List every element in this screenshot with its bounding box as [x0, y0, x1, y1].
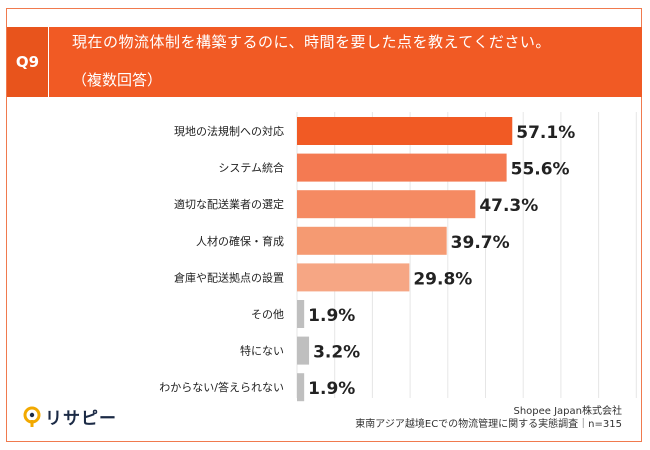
value-label: 1.9%: [308, 379, 355, 399]
category-label: 特にない: [240, 344, 284, 358]
value-label: 29.8%: [413, 269, 472, 289]
category-label: システム統合: [218, 161, 284, 175]
bar: [297, 373, 305, 402]
value-label: 57.1%: [516, 123, 575, 143]
category-label: その他: [251, 308, 284, 321]
search-magnifier-icon: [23, 406, 41, 427]
question-title-box: [49, 27, 642, 97]
logo: リサピー: [22, 404, 117, 429]
value-label: 47.3%: [479, 196, 538, 216]
category-label: わからない/答えられない: [159, 380, 284, 394]
source-company: Shopee Japan株式会社: [513, 406, 622, 417]
value-label: 39.7%: [451, 233, 510, 253]
category-label: 適切な配送業者の選定: [174, 197, 284, 211]
value-label: 1.9%: [308, 306, 355, 326]
bar: [297, 336, 310, 365]
value-label: 55.6%: [511, 160, 570, 180]
category-label: 人材の確保・育成: [196, 234, 284, 248]
question-title: 現在の物流体制を構築するのに、時間を要した点を教えてください。: [72, 33, 551, 51]
question-number-badge: Q9: [7, 27, 48, 97]
question-number: Q9: [15, 53, 40, 71]
question-subtitle: （複数回答）: [72, 71, 163, 89]
category-label: 現地の法規制への対応: [174, 124, 284, 138]
bar: [297, 300, 305, 328]
bar: [297, 190, 476, 219]
value-label: 3.2%: [313, 343, 360, 363]
card-frame: [6, 8, 642, 442]
category-label: 倉庫や配送拠点の設置: [174, 270, 284, 284]
logo-text: リサピー: [45, 409, 117, 429]
bar: [297, 153, 507, 182]
bar: [297, 263, 410, 292]
bar: [297, 226, 447, 255]
bar: [297, 117, 513, 145]
survey-note: 東南アジア越境ECでの物流管理に関する実態調査｜n=315: [355, 419, 622, 430]
